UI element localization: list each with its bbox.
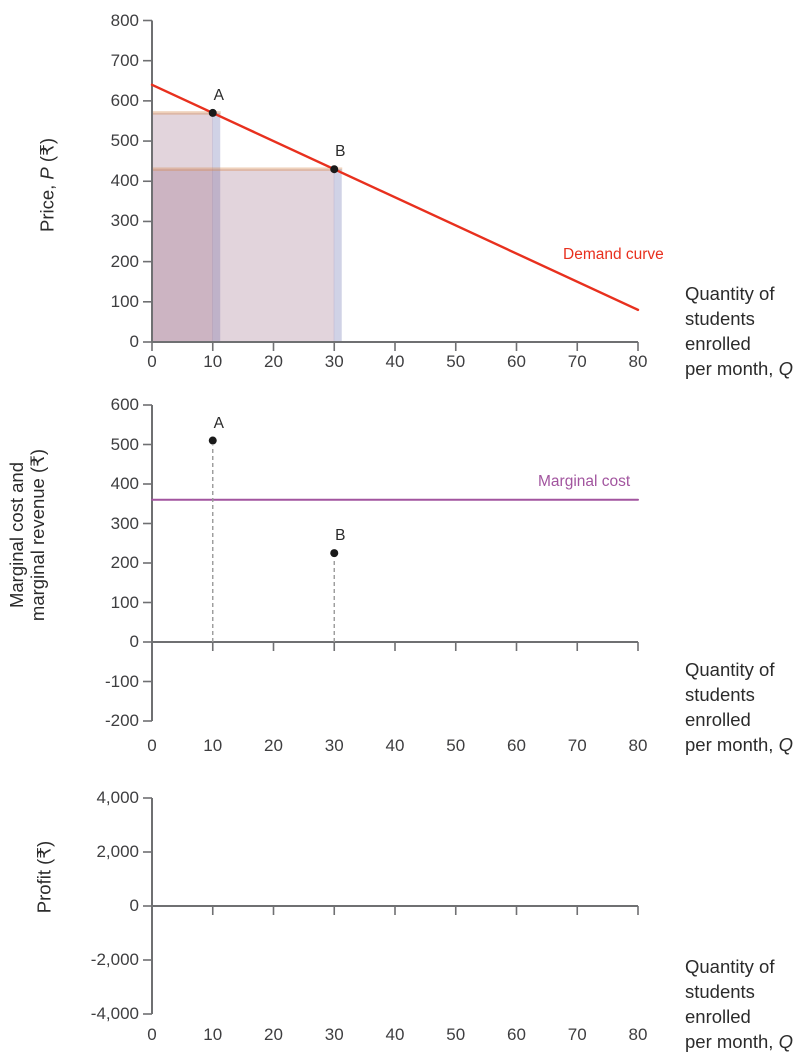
quantity-title-line4: per month, Q (685, 356, 810, 381)
quantity-title-line3: enrolled (685, 333, 751, 354)
x-tick-label: 0 (147, 352, 157, 371)
x-tick-label: 20 (264, 1025, 283, 1044)
price-axis-title-unit: (₹) (36, 137, 58, 168)
x-tick-label: 50 (446, 1025, 466, 1044)
y-tick-label: 200 (110, 251, 139, 271)
x-tick-label: 0 (147, 736, 157, 755)
x-tick-label: 70 (567, 1025, 587, 1044)
x-tick-label: 40 (385, 736, 405, 755)
y-tick-label: 300 (110, 211, 139, 231)
x-tick-label: 30 (324, 1025, 344, 1044)
point-label-A-price-panel: A (213, 86, 224, 104)
x-tick-label: 30 (324, 352, 344, 371)
quantity-axis-title-top: Quantity of students enrolled per month,… (685, 281, 810, 381)
y-tick-label: 0 (129, 332, 139, 351)
y-tick-label: 700 (110, 50, 139, 70)
y-tick-label: 500 (110, 434, 139, 454)
x-tick-label: 0 (147, 1025, 157, 1044)
demand-curve-label: Demand curve (563, 246, 664, 263)
x-tick-label: 20 (264, 352, 283, 371)
x-tick-label: 80 (628, 736, 648, 755)
y-tick-label: 0 (129, 896, 139, 915)
quantity-title-line4: per month, Q (685, 732, 810, 757)
y-tick-label: 400 (110, 474, 139, 493)
y-tick-label: 0 (129, 632, 139, 651)
y-tick-label: 600 (110, 90, 139, 110)
profit-axis-title: Profit (₹) (34, 841, 55, 913)
y-tick-label: -4,000 (90, 1004, 139, 1023)
quantity-title-line4-var: Q (778, 734, 793, 755)
marginal-axis-title-line1: Marginal cost and (6, 461, 27, 609)
x-tick-label: 70 (567, 352, 587, 371)
x-tick-label: 70 (567, 736, 587, 755)
quantity-title-line2: students (685, 684, 755, 705)
x-tick-label: 80 (628, 352, 648, 371)
y-tick-label: 2,000 (96, 842, 139, 861)
y-tick-label: 400 (110, 171, 139, 191)
quantity-title-line4-text: per month, (685, 734, 779, 755)
y-tick-label: -100 (104, 671, 139, 691)
quantity-title-line3: enrolled (685, 1006, 751, 1027)
x-tick-label: 40 (385, 352, 405, 371)
quantity-title-line4-var: Q (778, 358, 793, 379)
quantity-axis-title-middle: Quantity of students enrolled per month,… (685, 657, 810, 757)
quantity-title-line2: students (685, 308, 755, 329)
quantity-title-line1: Quantity of (685, 956, 775, 977)
marginal-axis-title-line2: marginal revenue (₹) (27, 448, 48, 622)
y-tick-label: 300 (110, 513, 139, 533)
marginal-cost-label: Marginal cost (538, 473, 631, 490)
y-tick-label: 600 (110, 395, 139, 414)
quantity-title-line1: Quantity of (685, 659, 775, 680)
point-label-B-price-panel: B (335, 143, 346, 161)
x-tick-label: 60 (507, 736, 526, 755)
x-tick-label: 30 (324, 736, 344, 755)
profit-axis-title-text: Profit (₹) (33, 840, 55, 914)
marginal-axis-title: Marginal cost and marginal revenue (₹) (6, 449, 48, 621)
y-tick-label: 100 (110, 291, 139, 311)
price-axis-title-text: Price, (36, 179, 58, 233)
y-tick-label: -200 (104, 711, 139, 730)
quantity-title-line4-var: Q (778, 1031, 793, 1052)
quantity-title-line2: students (685, 981, 755, 1002)
quantity-title-line3: enrolled (685, 709, 751, 730)
quantity-title-line4: per month, Q (685, 1029, 810, 1054)
quantity-title-line4-text: per month, (685, 1031, 779, 1052)
x-tick-label: 50 (446, 736, 466, 755)
point-label-B-marginal-panel: B (335, 527, 346, 545)
point-label-A-marginal-panel: A (213, 414, 224, 432)
y-tick-label: -2,000 (90, 950, 139, 969)
quantity-title-line1: Quantity of (685, 283, 775, 304)
x-tick-label: 10 (203, 352, 223, 371)
x-tick-label: 80 (628, 1025, 648, 1044)
price-axis-title-var: P (36, 167, 58, 180)
y-tick-label: 800 (110, 10, 139, 30)
y-tick-label: 100 (110, 592, 139, 612)
x-tick-label: 20 (264, 736, 283, 755)
y-tick-label: 4,000 (96, 788, 139, 807)
quantity-axis-title-bottom: Quantity of students enrolled per month,… (685, 954, 810, 1054)
y-tick-label: 500 (110, 131, 139, 151)
quantity-title-line4-text: per month, (685, 358, 779, 379)
x-tick-label: 40 (385, 1025, 405, 1044)
x-tick-label: 50 (446, 352, 466, 371)
x-tick-label: 10 (203, 736, 223, 755)
x-tick-label: 60 (507, 352, 526, 371)
price-axis-title: Price, P (₹) (37, 138, 58, 232)
x-tick-label: 10 (203, 1025, 223, 1044)
x-tick-label: 60 (507, 1025, 526, 1044)
y-tick-label: 200 (110, 553, 139, 572)
